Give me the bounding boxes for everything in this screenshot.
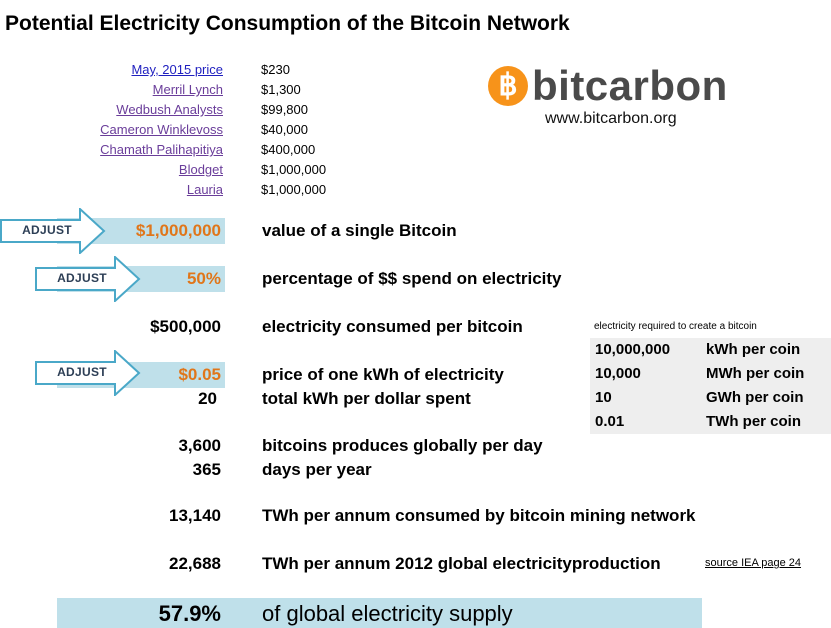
prediction-value: $1,300: [261, 82, 301, 97]
arrow-right-icon: [35, 256, 141, 302]
source-iea-link[interactable]: source IEA page 24: [705, 557, 802, 569]
side-num: 0.01: [595, 413, 625, 430]
table-row: 10,000 MWh per coin: [590, 362, 831, 386]
prediction-link-may-2015[interactable]: May, 2015 price: [131, 62, 223, 77]
coins-per-day-label: bitcoins produces globally per day: [262, 436, 543, 455]
side-num: 10,000: [595, 365, 641, 382]
arrow-right-icon: [35, 350, 141, 396]
logo-url: www.bitcarbon.org: [545, 110, 677, 127]
bitcoin-coin-icon: ฿: [488, 66, 528, 106]
prediction-value: $99,800: [261, 102, 308, 117]
arrow-right-icon: [0, 208, 106, 254]
prediction-value: $1,000,000: [261, 182, 327, 197]
coins-per-day-value: 3,600: [178, 436, 221, 455]
side-num: 10,000,000: [595, 341, 671, 358]
adjust-label: ADJUST: [57, 365, 107, 379]
global-twh-value: 22,688: [169, 554, 221, 573]
prediction-value: $400,000: [261, 142, 316, 157]
side-unit: GWh per coin: [706, 389, 804, 406]
side-unit: kWh per coin: [706, 341, 801, 358]
side-table-caption: electricity required to create a bitcoin: [594, 321, 757, 332]
coin-value-label: value of a single Bitcoin: [262, 221, 457, 240]
result-label: of global electricity supply: [262, 601, 513, 626]
table-row: 10,000,000 kWh per coin: [590, 338, 831, 362]
result-percentage: 57.9%: [158, 601, 221, 626]
prediction-value: $1,000,000: [261, 162, 327, 177]
adjust-label: ADJUST: [22, 223, 72, 237]
side-num: 10: [595, 389, 612, 406]
prediction-link-lauria[interactable]: Lauria: [186, 182, 223, 197]
prediction-link-blodget[interactable]: Blodget: [178, 162, 223, 177]
coin-value-input[interactable]: $1,000,000: [135, 221, 221, 240]
side-unit: MWh per coin: [706, 365, 805, 382]
per-coin-energy-table: 10,000,000 kWh per coin 10,000 MWh per c…: [590, 338, 831, 434]
network-twh-value: 13,140: [169, 506, 221, 525]
kwh-price-input[interactable]: $0.05: [178, 365, 221, 384]
days-per-year-label: days per year: [262, 460, 372, 479]
table-row: 0.01 TWh per coin: [590, 410, 831, 434]
logo-wordmark: bitcarbon: [532, 62, 728, 109]
prediction-value: $40,000: [261, 122, 308, 137]
days-per-year-value: 365: [192, 460, 221, 479]
consumed-per-coin-label: electricity consumed per bitcoin: [262, 317, 523, 336]
global-twh-label: TWh per annum 2012 global electricitypro…: [262, 554, 661, 573]
adjust-kwh-price-button[interactable]: ADJUST: [35, 350, 175, 396]
kwh-per-dollar-label: total kWh per dollar spent: [262, 389, 471, 408]
prediction-link-palihapitiya[interactable]: Chamath Palihapitiya: [100, 142, 223, 157]
adjust-coin-value-button[interactable]: ADJUST: [0, 208, 140, 254]
consumed-per-coin-value: $500,000: [150, 317, 221, 336]
adjust-label: ADJUST: [57, 271, 107, 285]
percentage-input[interactable]: 50%: [186, 269, 221, 288]
bitcarbon-logo: ฿ bitcarbon www.bitcarbon.org: [488, 62, 748, 132]
prediction-link-merril-lynch[interactable]: Merril Lynch: [152, 82, 223, 97]
prediction-link-wedbush[interactable]: Wedbush Analysts: [116, 102, 223, 117]
percentage-label: percentage of $$ spend on electricity: [262, 269, 562, 288]
prediction-link-winklevoss[interactable]: Cameron Winklevoss: [100, 122, 223, 137]
network-twh-label: TWh per annum consumed by bitcoin mining…: [262, 506, 696, 525]
page-title: Potential Electricity Consumption of the…: [5, 12, 570, 35]
prediction-value: $230: [261, 62, 290, 77]
kwh-price-label: price of one kWh of electricity: [262, 365, 504, 384]
kwh-per-dollar-value: 20: [198, 389, 217, 408]
side-unit: TWh per coin: [706, 413, 801, 430]
adjust-percentage-button[interactable]: ADJUST: [35, 256, 175, 302]
table-row: 10 GWh per coin: [590, 386, 831, 410]
result-band: [57, 598, 702, 628]
